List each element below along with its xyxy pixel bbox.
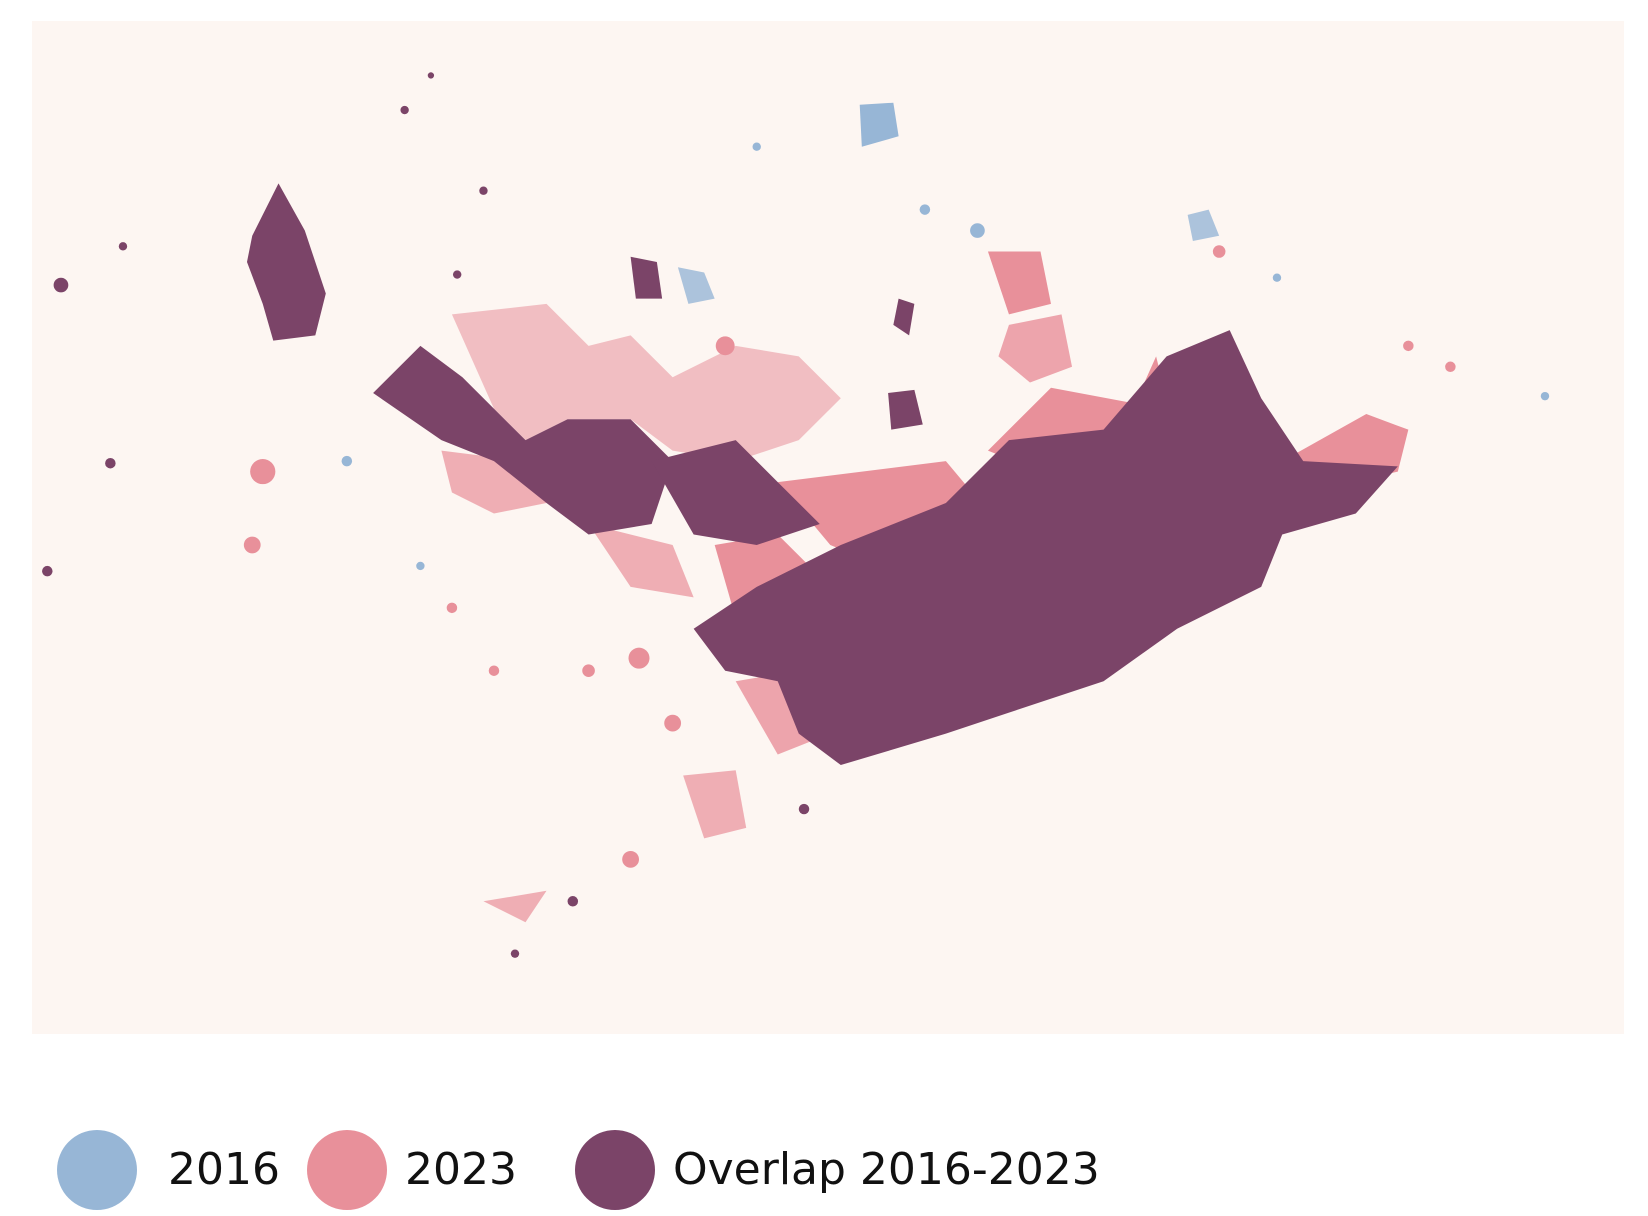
- legend-label: Overlap 2016-2023: [673, 1144, 1100, 1195]
- map-layer: [42, 72, 1550, 958]
- area-overlap: [42, 72, 1398, 958]
- legend: 2016 2023 Overlap 2016-2023: [57, 1130, 1100, 1210]
- legend-swatch: [575, 1130, 655, 1210]
- legend-label: 2023: [405, 1144, 517, 1195]
- legend-label: 2016: [168, 1144, 280, 1195]
- legend-swatch: [307, 1130, 387, 1210]
- area-2016: [341, 102, 1550, 614]
- legend-swatch: [57, 1130, 137, 1210]
